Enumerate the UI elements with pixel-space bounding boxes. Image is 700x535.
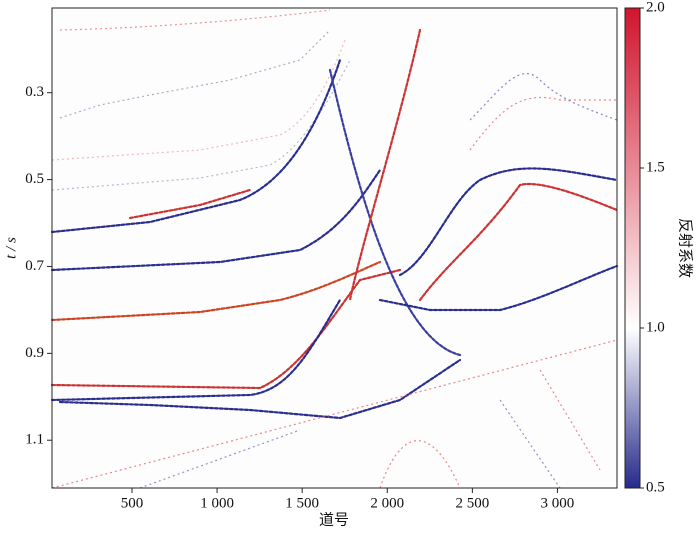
reflector [418,183,619,302]
x-tick-label: 3 000 [541,495,575,511]
reflector [50,58,342,234]
x-tick-label: 1 000 [200,495,234,511]
reflector [50,168,382,272]
colorbar-tick-label: 1.5 [646,159,665,175]
colorbar [624,7,641,489]
reflector [348,28,422,302]
reflector [51,59,351,191]
reflector [128,188,252,220]
x-tick-label: 500 [121,495,144,511]
colorbar-tick-label: 2.0 [646,0,665,15]
y-tick-label: 1.1 [25,432,44,448]
reflector [139,429,301,489]
reflector [328,68,462,357]
colorbar-tick-label: 1.0 [646,319,665,335]
reflector [59,9,331,31]
colorbar-tick-label: 0.5 [646,479,665,495]
x-tick-label: 1 500 [285,495,319,511]
reflector [58,358,462,420]
x-tick-label: 2 500 [455,495,489,511]
plot-frame [51,7,618,489]
reflector [59,29,331,119]
y-tick-label: 0.7 [25,258,44,274]
seismic-image [50,8,619,489]
y-tick-label: 0.3 [25,84,44,100]
x-tick-label: 2 000 [370,495,404,511]
reflector [51,339,618,489]
reflector [378,264,619,312]
reflector [50,260,382,322]
y-tick-label: 0.5 [25,171,44,187]
y-tick-label: 0.9 [25,345,44,361]
x-axis-label: 道号 [319,511,349,528]
y-axis-label: t / s [3,237,19,259]
reflector [50,268,402,390]
reflector [398,167,619,277]
image-background [52,8,617,488]
reflector [50,298,342,402]
colorbar-label: 反射系数 [677,218,694,278]
